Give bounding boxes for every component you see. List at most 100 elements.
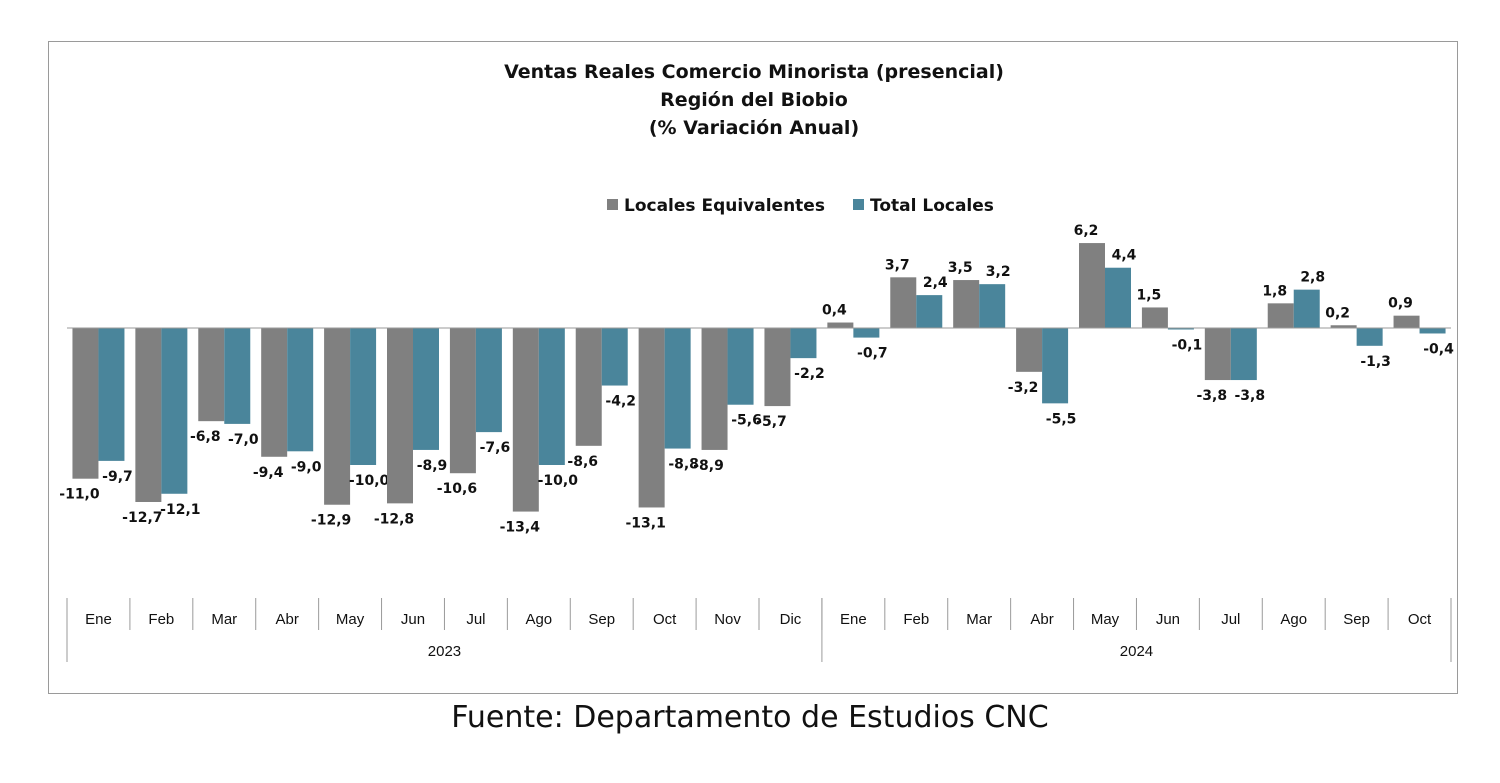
month-label-8: Ago [525, 611, 552, 628]
month-label-15: Mar [966, 611, 992, 628]
bar-s1-4 [261, 328, 288, 457]
bar-s2-16 [1042, 328, 1069, 404]
chart-title-line-1: Ventas Reales Comercio Minorista (presen… [504, 61, 1004, 83]
bar-s1-19 [1204, 328, 1231, 381]
bar-s1-18 [1141, 307, 1168, 328]
value-label-s1-16: -3,2 [1008, 380, 1039, 396]
month-label-5: May [336, 611, 365, 628]
bar-s2-2 [161, 328, 188, 494]
legend-label-2: Total Locales [870, 196, 994, 216]
bar-s2-20 [1293, 289, 1320, 328]
value-label-s1-20: 1,8 [1262, 283, 1287, 299]
bar-s1-3 [198, 328, 225, 422]
bar-s2-18 [1167, 328, 1194, 330]
month-label-10: Oct [653, 611, 677, 628]
bar-s1-1 [72, 328, 99, 479]
month-label-19: Jul [1221, 611, 1240, 628]
bar-s2-1 [98, 328, 125, 461]
value-label-s1-12: -5,7 [756, 414, 787, 430]
year-label-2: 2024 [1120, 643, 1153, 660]
month-label-17: May [1091, 611, 1120, 628]
value-label-s2-1: -9,7 [102, 469, 133, 485]
month-label-4: Abr [276, 611, 299, 628]
year-label-1: 2023 [428, 643, 461, 660]
value-label-s2-11: -5,6 [731, 413, 762, 429]
bar-s1-8 [512, 328, 539, 512]
value-label-s2-5: -10,0 [349, 473, 390, 489]
month-label-16: Abr [1030, 611, 1053, 628]
bar-s2-4 [287, 328, 314, 452]
chart-title-line-2: Región del Biobio [660, 89, 848, 111]
bar-s2-17 [1105, 267, 1131, 328]
bar-s1-22 [1393, 315, 1420, 328]
value-label-s2-10: -8,8 [668, 457, 699, 473]
month-label-13: Ene [840, 611, 867, 628]
value-label-s2-22: -0,4 [1423, 341, 1454, 357]
bar-s1-20 [1267, 303, 1294, 328]
bar-s2-19 [1230, 328, 1257, 381]
bar-s2-12 [790, 328, 817, 359]
bar-s2-10 [664, 328, 691, 449]
bar-s1-12 [764, 328, 791, 407]
bar-s1-2 [135, 328, 162, 502]
value-label-s1-19: -3,8 [1197, 388, 1228, 404]
month-label-18: Jun [1156, 611, 1180, 628]
value-label-s1-9: -8,6 [567, 454, 598, 470]
month-label-11: Nov [714, 611, 741, 628]
bar-s2-8 [538, 328, 565, 465]
value-label-s1-15: 3,5 [948, 260, 973, 276]
chart-frame: Ventas Reales Comercio Minorista (presen… [48, 41, 1458, 694]
source-note: Fuente: Departamento de Estudios CNC [451, 700, 1049, 735]
value-label-s2-4: -9,0 [291, 459, 322, 475]
bar-s2-5 [350, 328, 377, 465]
legend-swatch-2 [853, 199, 864, 210]
bar-s1-10 [638, 328, 665, 508]
value-label-s2-19: -3,8 [1235, 388, 1266, 404]
value-label-s2-3: -7,0 [228, 432, 259, 448]
bar-s1-13 [827, 322, 854, 328]
value-label-s1-7: -10,6 [437, 481, 477, 497]
bar-s1-15 [953, 280, 980, 328]
bar-s1-9 [575, 328, 602, 446]
bar-s2-22 [1419, 328, 1446, 334]
value-label-s1-17: 6,2 [1074, 223, 1099, 239]
bar-s2-7 [475, 328, 502, 433]
value-label-s2-17: 4,4 [1112, 248, 1137, 264]
value-label-s2-21: -1,3 [1360, 354, 1391, 370]
value-label-s1-21: 0,2 [1325, 305, 1350, 321]
value-label-s2-8: -10,0 [538, 473, 579, 489]
legend-label-1: Locales Equivalentes [624, 196, 825, 216]
month-label-20: Ago [1280, 611, 1307, 628]
month-label-6: Jun [401, 611, 425, 628]
bar-s1-17 [1079, 243, 1105, 328]
bar-s1-21 [1330, 325, 1357, 328]
month-label-21: Sep [1343, 611, 1370, 628]
value-label-s1-5: -12,9 [311, 513, 351, 529]
bar-s2-21 [1356, 328, 1383, 346]
value-label-s1-1: -11,0 [59, 487, 100, 503]
value-label-s1-11: -8,9 [693, 458, 724, 474]
value-label-s2-12: -2,2 [794, 366, 825, 382]
month-label-2: Feb [148, 611, 174, 628]
value-label-s2-9: -4,2 [605, 394, 636, 410]
bar-s2-15 [979, 284, 1006, 328]
bar-s2-13 [853, 328, 880, 338]
month-label-12: Dic [780, 611, 802, 628]
bar-s1-5 [324, 328, 351, 505]
value-label-s1-22: 0,9 [1388, 296, 1413, 312]
value-label-s2-6: -8,9 [417, 458, 448, 474]
value-label-s2-14: 2,4 [923, 275, 948, 291]
value-label-s2-7: -7,6 [480, 440, 511, 456]
value-label-s1-3: -6,8 [190, 429, 221, 445]
chart-title-line-3: (% Variación Anual) [649, 117, 859, 139]
bar-s2-6 [413, 328, 439, 450]
bar-s2-11 [727, 328, 754, 405]
bar-s1-16 [1016, 328, 1043, 372]
bar-s1-14 [890, 277, 917, 328]
value-label-s1-2: -12,7 [122, 510, 162, 526]
chart-svg: Ventas Reales Comercio Minorista (presen… [59, 61, 1454, 662]
month-label-14: Feb [903, 611, 929, 628]
bar-s1-7 [449, 328, 476, 474]
value-label-s1-10: -13,1 [625, 515, 665, 531]
bar-s2-14 [916, 295, 943, 328]
